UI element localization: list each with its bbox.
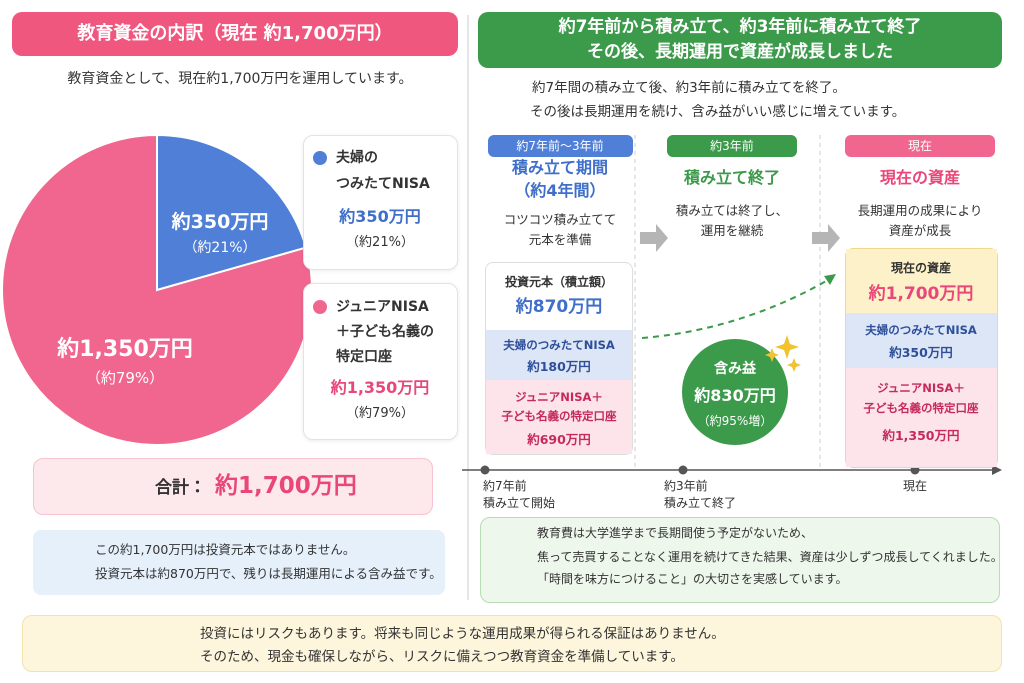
legend-share: （約79%） <box>346 406 414 422</box>
legend-share: （約21%） <box>346 235 414 251</box>
subtitle: 教育資金として、現在約1,700万円を運用しています。 <box>67 70 413 87</box>
current-box <box>845 248 998 468</box>
sparkle <box>787 358 801 372</box>
item-name: 子ども名義の特定口座 <box>501 409 617 424</box>
current-item <box>846 368 997 467</box>
phase-desc: 元本を準備 <box>528 231 592 247</box>
phase-tag-text: 現在 <box>907 138 932 153</box>
legend-name: 夫婦の <box>336 149 378 166</box>
timeline-label: 積み立て開始 <box>483 495 556 510</box>
pie-label: 約1,350万円 <box>57 336 193 362</box>
legend-card <box>303 135 458 270</box>
phase-tag-text: 約3年前 <box>710 138 754 153</box>
timeline-label: 約3年前 <box>664 478 708 493</box>
timeline-dot <box>480 465 490 475</box>
legend-name: つみたてNISA <box>336 175 430 192</box>
phase-desc: 運用を継続 <box>700 222 764 238</box>
pie-label: 約350万円 <box>171 210 269 233</box>
legend-dot <box>313 151 327 165</box>
message-text: 焦って売買することなく運用を続けてきた結果、資産は少しずつ成長してくれました。 <box>537 549 1003 564</box>
item-name: 子ども名義の特定口座 <box>863 401 979 416</box>
total-amount: 約1,700万円 <box>215 473 357 500</box>
item-name: ジュニアNISA＋ <box>515 390 603 405</box>
phase-heading: （約4年間） <box>514 181 606 201</box>
title-pill <box>478 12 1002 68</box>
principal-item <box>486 330 632 380</box>
phase-desc: 長期運用の成果により <box>857 202 983 218</box>
note-box <box>33 530 445 595</box>
legend-amount: 約1,350万円 <box>330 378 430 398</box>
message-box <box>480 517 1000 603</box>
phase-tag-text: 約7年前〜3年前 <box>516 138 604 153</box>
current-item <box>846 313 997 368</box>
timeline-label: 現在 <box>902 478 927 493</box>
total-label: 合計： <box>155 477 206 498</box>
phase-tag <box>488 135 633 157</box>
note-text: 投資元本は約870万円で、残りは長期運用による含み益です。 <box>95 565 442 581</box>
legend-card <box>303 283 458 440</box>
title-pill <box>12 12 458 56</box>
item-amount: 約690万円 <box>527 431 591 447</box>
subtitle: 約7年間の積み立て後、約3年前に積み立てを終了。 <box>532 79 846 96</box>
item-name: ジュニアNISA＋ <box>877 381 965 396</box>
phase-desc: 積み立ては終了し、 <box>675 202 789 218</box>
footer-text: 投資にはリスクもあります。将来も同じような運用成果が得られる保証はありません。 <box>200 625 725 642</box>
legend-amount: 約350万円 <box>339 207 421 227</box>
item-amount: 約1,350万円 <box>882 427 960 443</box>
gain-amount: 約830万円 <box>694 386 776 406</box>
total-box <box>33 458 433 515</box>
sparkle <box>775 335 799 359</box>
phase-arrow <box>640 224 668 252</box>
pie-slice <box>156 133 308 292</box>
pie-share: （約21%） <box>183 239 257 256</box>
message-text: 教育費は大学進学まで長期間使う予定がないため、 <box>537 525 814 540</box>
footer-text: そのため、現金も確保しながら、リスクに備えつつ教育資金を準備しています。 <box>200 648 684 665</box>
phase-desc: コツコツ積み立てて <box>503 211 617 227</box>
timeline-label: 約7年前 <box>483 478 527 493</box>
item-amount: 約180万円 <box>527 358 591 374</box>
phase-desc: 資産が成長 <box>888 222 952 238</box>
timeline-dot <box>678 465 688 475</box>
timeline-arrow <box>992 465 1002 475</box>
gain-title: 含み益 <box>714 360 756 377</box>
sparkle <box>765 348 779 362</box>
principal-item <box>486 380 632 454</box>
message-text: 「時間を味方につけること」の大切さを実感しています。 <box>537 571 848 586</box>
title: 教育資金の内訳（現在 約1,700万円） <box>77 23 393 45</box>
subtitle: その後は長期運用を続け、含み益がいい感じに増えています。 <box>530 103 906 120</box>
principal-title: 投資元本（積立額） <box>504 274 613 289</box>
pie-share: （約79%） <box>85 369 165 387</box>
item-name: 夫婦のつみたてNISA <box>503 338 615 353</box>
legend-name: ジュニアNISA <box>336 298 429 315</box>
gain-circle <box>682 339 788 445</box>
timeline-label: 積み立て終了 <box>664 495 737 510</box>
current-title: 現在の資産 <box>890 260 951 275</box>
pie-slice <box>1 133 313 446</box>
note-text: この約1,700万円は投資元本ではありません。 <box>95 541 356 557</box>
growth-arrow-head <box>824 274 836 285</box>
phase-tag <box>667 135 797 157</box>
legend-name: 特定口座 <box>336 348 392 365</box>
legend-dot <box>313 300 327 314</box>
current-amount: 約1,700万円 <box>868 283 974 304</box>
title: その後、長期運用で資産が成長しました <box>587 41 893 62</box>
item-amount: 約350万円 <box>889 344 953 360</box>
principal-amount: 約870万円 <box>515 296 603 317</box>
item-name: 夫婦のつみたてNISA <box>865 323 977 338</box>
phase-tag <box>845 135 995 157</box>
legend-name: ＋子ども名義の <box>336 323 434 340</box>
title: 約7年前から積み立て、約3年前に積み立て終了 <box>558 16 922 37</box>
phase-arrow <box>812 224 840 252</box>
phase-heading: 現在の資産 <box>879 168 960 188</box>
growth-arrow <box>641 279 829 339</box>
current-head <box>846 249 997 313</box>
gain-note: （約95%増） <box>697 413 773 428</box>
footer-box <box>22 615 1002 672</box>
phase-heading: 積み立て期間 <box>511 158 608 178</box>
phase-heading: 積み立て終了 <box>683 168 780 188</box>
